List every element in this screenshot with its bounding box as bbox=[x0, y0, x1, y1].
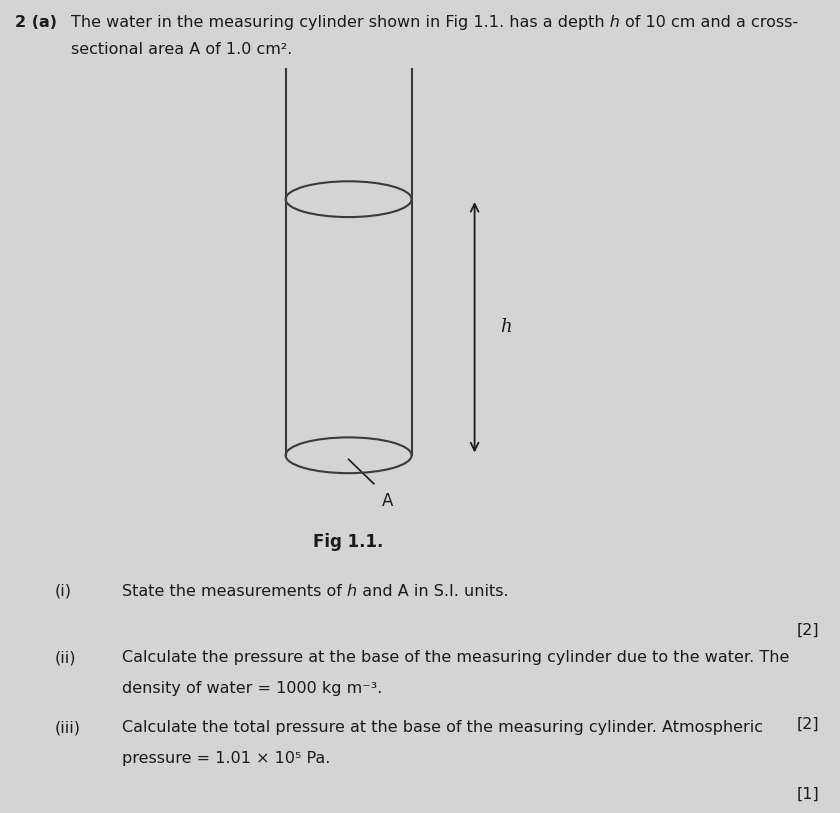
Text: A: A bbox=[382, 492, 394, 510]
Text: h: h bbox=[500, 318, 512, 337]
Text: Calculate the pressure at the base of the measuring cylinder due to the water. T: Calculate the pressure at the base of th… bbox=[122, 650, 789, 665]
Text: The water in the measuring cylinder shown in Fig 1.1. has a depth ℎ of 10 cm and: The water in the measuring cylinder show… bbox=[71, 15, 799, 30]
Text: (i): (i) bbox=[55, 584, 71, 598]
Text: Calculate the total pressure at the base of the measuring cylinder. Atmospheric: Calculate the total pressure at the base… bbox=[122, 720, 763, 735]
Text: [2]: [2] bbox=[796, 717, 819, 732]
Text: [2]: [2] bbox=[796, 623, 819, 637]
Text: (ii): (ii) bbox=[55, 650, 76, 665]
Text: State the measurements of ℎ and A in S.I. units.: State the measurements of ℎ and A in S.I… bbox=[122, 584, 508, 598]
Text: pressure = 1.01 × 10⁵ Pa.: pressure = 1.01 × 10⁵ Pa. bbox=[122, 751, 330, 766]
Text: sectional area A of 1.0 cm².: sectional area A of 1.0 cm². bbox=[71, 42, 292, 57]
Text: density of water = 1000 kg m⁻³.: density of water = 1000 kg m⁻³. bbox=[122, 681, 382, 696]
Text: [1]: [1] bbox=[796, 787, 819, 802]
Text: (iii): (iii) bbox=[55, 720, 81, 735]
Text: 2 (a): 2 (a) bbox=[15, 15, 57, 29]
Text: Fig 1.1.: Fig 1.1. bbox=[313, 533, 384, 550]
